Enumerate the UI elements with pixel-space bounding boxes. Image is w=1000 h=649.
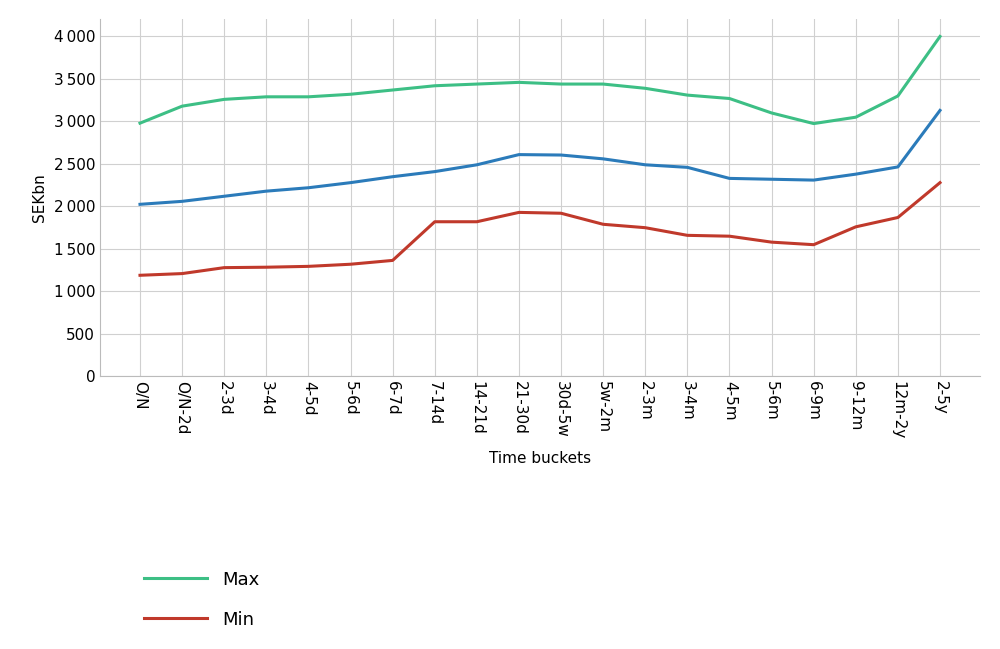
Max — [934, 32, 946, 40]
Max — [345, 90, 357, 98]
Min — [555, 210, 567, 217]
Min — [513, 208, 525, 216]
Average — [808, 177, 820, 184]
Average — [597, 155, 609, 163]
Min — [134, 271, 146, 279]
Min — [934, 178, 946, 186]
Min — [766, 238, 778, 246]
Max — [260, 93, 272, 101]
Max — [513, 79, 525, 86]
Max — [639, 84, 651, 92]
Max — [387, 86, 399, 94]
Max — [850, 114, 862, 121]
Min — [639, 224, 651, 232]
Min — [387, 256, 399, 264]
Max — [218, 95, 230, 103]
Min — [892, 214, 904, 221]
Min — [597, 221, 609, 228]
Average — [723, 175, 735, 182]
X-axis label: Time buckets: Time buckets — [489, 450, 591, 465]
Legend: Max, Min, Average: Max, Min, Average — [144, 571, 296, 649]
Max — [766, 109, 778, 117]
Max — [681, 92, 693, 99]
Average — [681, 164, 693, 171]
Max — [429, 82, 441, 90]
Average — [513, 151, 525, 158]
Average — [892, 163, 904, 171]
Y-axis label: SEKbn: SEKbn — [32, 173, 47, 223]
Max — [892, 92, 904, 100]
Average — [387, 173, 399, 180]
Max — [134, 119, 146, 127]
Average — [260, 188, 272, 195]
Max — [176, 103, 188, 110]
Min — [850, 223, 862, 231]
Min — [681, 232, 693, 239]
Min — [176, 270, 188, 278]
Line: Min: Min — [140, 182, 940, 275]
Min — [345, 260, 357, 268]
Max — [723, 95, 735, 103]
Average — [345, 178, 357, 186]
Average — [934, 106, 946, 114]
Average — [555, 151, 567, 159]
Min — [218, 263, 230, 271]
Max — [597, 80, 609, 88]
Average — [639, 161, 651, 169]
Average — [429, 167, 441, 175]
Min — [429, 218, 441, 226]
Max — [555, 80, 567, 88]
Average — [176, 197, 188, 205]
Min — [723, 232, 735, 240]
Line: Max: Max — [140, 36, 940, 123]
Average — [134, 201, 146, 208]
Average — [766, 175, 778, 183]
Max — [471, 80, 483, 88]
Average — [850, 170, 862, 178]
Average — [302, 184, 314, 191]
Average — [218, 192, 230, 200]
Line: Average: Average — [140, 110, 940, 204]
Min — [808, 241, 820, 249]
Average — [471, 161, 483, 169]
Min — [260, 263, 272, 271]
Max — [808, 119, 820, 127]
Min — [471, 218, 483, 226]
Min — [302, 262, 314, 270]
Max — [302, 93, 314, 101]
